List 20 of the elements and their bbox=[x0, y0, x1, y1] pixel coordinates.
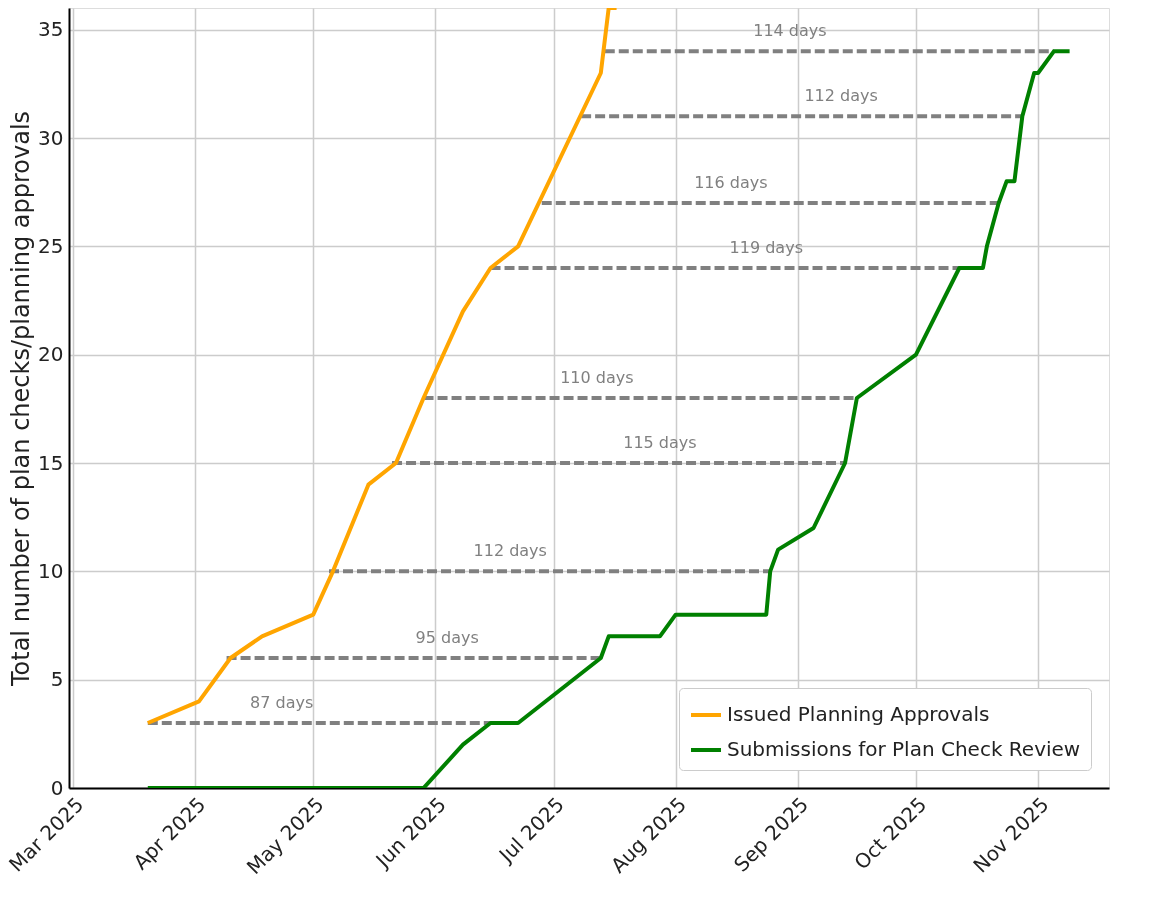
annotation: 116 days bbox=[694, 173, 768, 192]
annotation: 114 days bbox=[753, 21, 827, 41]
y-tick-label: 10 bbox=[38, 558, 64, 583]
annotation: 119 days bbox=[729, 238, 803, 257]
annotation: 95 days bbox=[415, 628, 479, 647]
y-tick-label: 35 bbox=[38, 17, 64, 42]
y-tick-label: 25 bbox=[38, 233, 64, 258]
annotation: 112 days bbox=[473, 541, 547, 561]
y-tick-label: 30 bbox=[38, 125, 64, 150]
y-tick-label: 20 bbox=[38, 342, 64, 367]
legend-label: Issued Planning Approvals bbox=[727, 702, 990, 726]
y-tick-label: 0 bbox=[50, 775, 64, 800]
annotation: 112 days bbox=[804, 86, 878, 106]
annotation: 110 days bbox=[560, 368, 634, 387]
y-tick-label: 5 bbox=[50, 667, 64, 692]
y-tick-label: 15 bbox=[38, 450, 64, 475]
annotation: 115 days bbox=[623, 433, 697, 452]
annotation: 87 days bbox=[250, 693, 314, 712]
y-axis-title: Total number of plan checks/planning approvals bbox=[7, 110, 36, 688]
legend-label: Submissions for Plan Check Review bbox=[727, 737, 1081, 761]
